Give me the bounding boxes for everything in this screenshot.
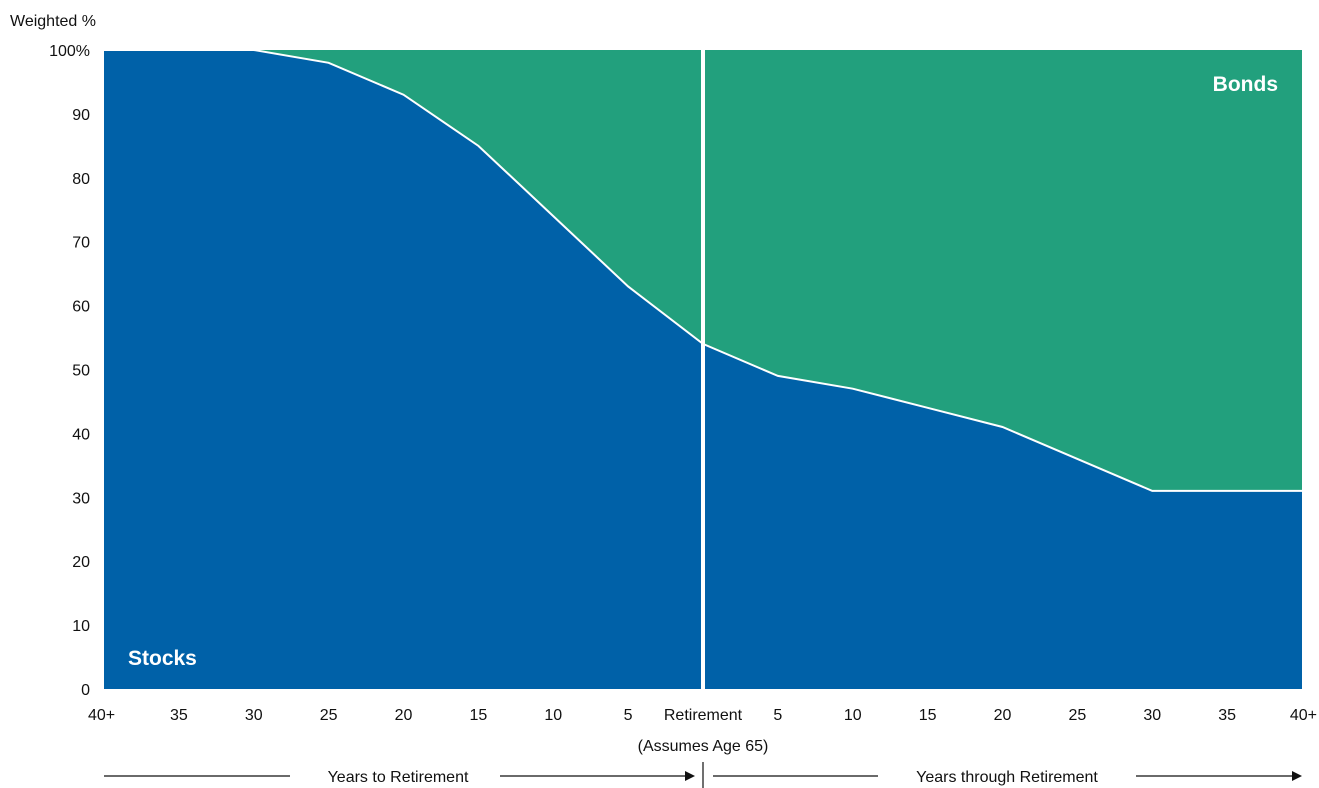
y-tick-label: 40 (72, 426, 90, 443)
y-tick-label: 80 (72, 171, 90, 188)
x-tick-label: 40+ (88, 707, 115, 724)
caption-years-to-retirement: Years to Retirement (328, 769, 469, 786)
y-tick-label: 20 (72, 554, 90, 571)
x-tick-label: 25 (320, 707, 338, 724)
y-tick-label: 0 (81, 682, 90, 699)
y-tick-label: 90 (72, 107, 90, 124)
x-tick-label: 30 (1143, 707, 1161, 724)
y-tick-label: 60 (72, 299, 90, 316)
x-tick-label: 10 (544, 707, 562, 724)
y-tick-label: 70 (72, 235, 90, 252)
x-tick-label: 15 (919, 707, 937, 724)
x-tick-label: 20 (994, 707, 1012, 724)
x-tick-label: 25 (1068, 707, 1086, 724)
y-axis-label: Weighted % (10, 13, 96, 30)
x-tick-label: 15 (469, 707, 487, 724)
x-tick-label: 35 (1218, 707, 1236, 724)
x-tick-label: 40+ (1290, 707, 1317, 724)
arrow-head (685, 771, 695, 781)
x-axis-ticks: 40+ 35 30 25 20 15 10 5 Retirement 5 10 15 20 25 30 35 4… (88, 707, 1317, 724)
y-axis-ticks: 0 10 20 30 40 50 60 70 80 90 100% (49, 43, 90, 699)
series-label-bonds: Bonds (1213, 73, 1278, 96)
x-tick-label: 5 (624, 707, 633, 724)
x-tick-label: 5 (773, 707, 782, 724)
caption-years-through-retirement: Years through Retirement (916, 769, 1098, 786)
x-tick-label: Retirement (664, 707, 743, 724)
y-tick-label: 50 (72, 363, 90, 380)
x-tick-label: 20 (395, 707, 413, 724)
arrow-head (1292, 771, 1302, 781)
y-tick-label: 10 (72, 618, 90, 635)
x-axis-captions: Years to Retirement Years through Retirem… (104, 762, 1302, 788)
x-tick-label: 30 (245, 707, 263, 724)
x-tick-label: 35 (170, 707, 188, 724)
y-tick-label: 100% (49, 43, 90, 60)
x-tick-label: 10 (844, 707, 862, 724)
series-label-stocks: Stocks (128, 647, 197, 670)
retirement-note: (Assumes Age 65) (638, 738, 769, 755)
y-tick-label: 30 (72, 490, 90, 507)
